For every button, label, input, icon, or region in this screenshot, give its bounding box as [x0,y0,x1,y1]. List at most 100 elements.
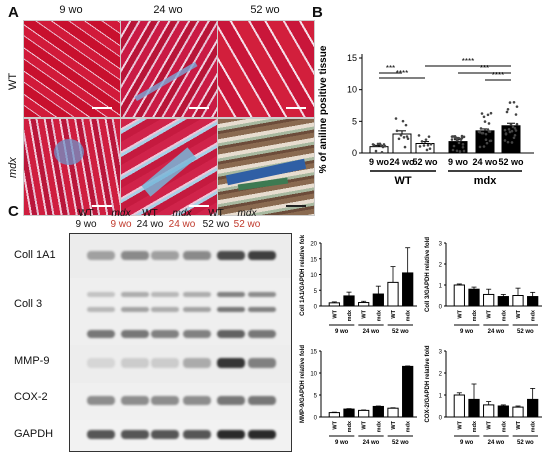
micrograph-mdx-52wo [217,118,315,216]
data-point [453,134,457,138]
data-point [515,105,519,108]
blot-band [183,307,211,312]
x-tick-label: mdx [531,309,537,321]
data-point [417,134,421,137]
data-point [460,136,464,140]
y-tick-label: 0 [314,416,318,422]
data-point [482,145,486,148]
y-tick-label: 0 [439,305,443,311]
data-point [460,134,464,138]
micrograph-mdx-9wo [23,118,121,216]
band-label-coll3: Coll 3 [14,298,43,310]
data-point [457,141,461,145]
blot-band [87,358,115,368]
band-label-mmp9: MMP-9 [14,355,50,367]
data-point [514,129,518,132]
blot-band [183,330,211,338]
group-label: 24 wo [488,440,505,446]
blot-band [121,358,149,368]
western-blot [69,233,292,452]
blot-band [151,307,179,312]
x-tick-label: mdx [406,420,412,432]
coll3-chart: 0 1 2 3 Coll 3/GAPDH relative fold WT mdx WT mdx… [425,237,542,335]
group-label: 24 wo [363,329,380,335]
data-point [487,130,491,133]
data-point [404,123,408,127]
data-point [504,132,508,136]
blot-band [248,251,276,260]
x-tick-label: WT [487,309,493,318]
bar [497,296,509,307]
data-point [462,135,466,139]
histology-row-label: mdx [7,157,19,178]
bar [453,394,465,418]
data-point [481,131,485,135]
data-point [379,144,383,147]
bar [392,133,412,154]
blot-band [121,430,149,439]
blot-band [217,307,245,312]
bar [527,398,539,418]
x-tick-label: 52 wo [498,157,524,167]
x-tick-label: WT [362,420,368,429]
data-point [509,123,513,126]
y-tick-label: 0 [314,305,318,311]
y-axis-title: Coll 1A1/GAPDH relative fold [300,235,306,316]
y-tick-label: 1 [439,394,443,400]
blot-band [121,307,149,312]
group-label: 52 wo [517,440,534,446]
data-point [451,148,455,152]
group-label: 9 wo [335,329,349,335]
blot-band [217,396,245,405]
x-tick-label: 52 wo [412,157,438,167]
bar [358,302,370,307]
data-point [508,101,512,104]
data-point [511,125,515,129]
data-point [506,108,510,111]
data-point [503,139,507,142]
y-tick-label: 3 [439,350,443,356]
blot-band [183,358,211,368]
lane-header: mdx 52 wo [231,208,263,230]
histology-column-header: 24 wo [153,4,183,16]
data-point [399,133,403,137]
x-tick-label: mdx [347,309,353,321]
blot-band [248,430,276,439]
data-point [429,143,433,146]
blot-band [248,396,276,405]
micrograph-wt-9wo [23,20,121,118]
lane-age: 9 wo [75,219,97,230]
blot-band [121,251,149,260]
bar [527,296,539,307]
data-point [455,138,459,142]
x-tick-label: WT [516,420,522,429]
blot-band [151,292,179,297]
blot-band [151,251,179,260]
y-tick-label: 15 [347,53,357,63]
blot-band [151,430,179,439]
group-label: 9 wo [460,440,474,446]
data-point [482,115,486,119]
data-point [452,144,456,148]
data-point [455,149,459,153]
blot-band [217,358,245,368]
bar [358,409,370,418]
y-axis-title: COX-2/GAPDH relative fold [425,345,431,422]
blot-band [87,430,115,439]
group-label: 24 wo [488,329,505,335]
y-axis-title: Coll 3/GAPDH relative fold [425,237,431,312]
bar [483,293,495,307]
y-tick-label: 10 [347,85,357,95]
blot-band [87,330,115,338]
data-point [506,140,510,144]
lane-age: 9 wo [110,219,132,230]
data-point [483,120,487,123]
histology-column-header: 9 wo [59,4,83,16]
data-point [422,144,426,147]
x-tick-label: 24 wo [472,157,498,167]
x-tick-label: WT [362,309,368,318]
lane-genotype: WT [78,208,94,219]
lane-age: 24 wo [136,219,164,230]
panel-letter-a: A [8,4,19,21]
